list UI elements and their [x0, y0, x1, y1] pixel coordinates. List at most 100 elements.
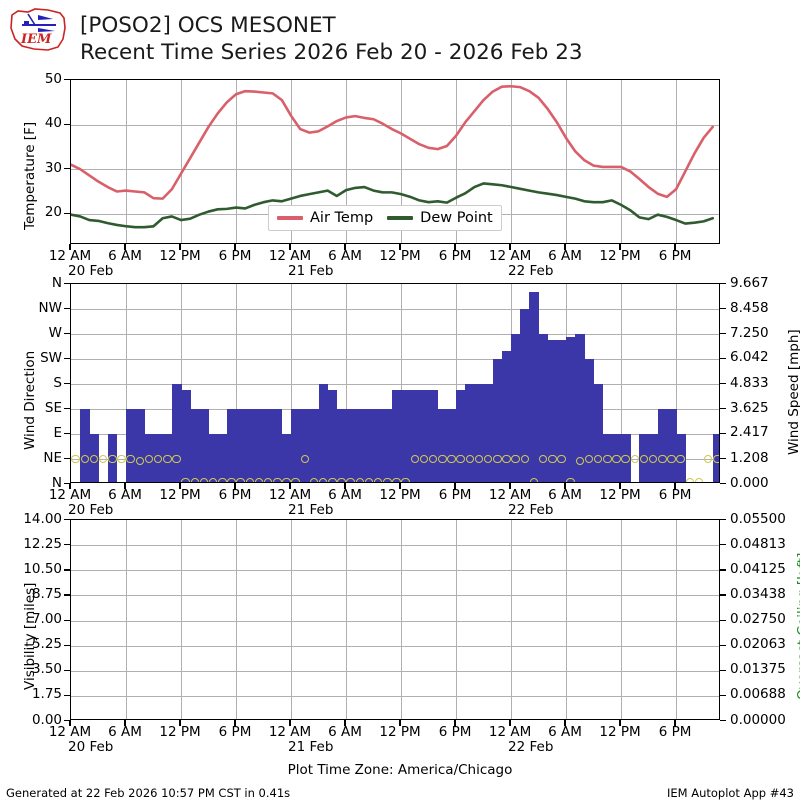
gridline-horizontal — [71, 545, 719, 547]
x-axis-tick — [619, 483, 621, 489]
y-axis-tick — [64, 569, 70, 571]
wind-direction-bar — [281, 434, 292, 482]
x-axis-date-label: 22 Feb — [508, 263, 554, 279]
x-axis-tick-label: 12 PM — [159, 487, 201, 503]
wind-speed-marker — [438, 454, 447, 464]
x-axis-tick — [234, 720, 236, 726]
wind-direction-bar — [272, 409, 283, 482]
y-axis-tick-label: 20 — [44, 204, 62, 221]
gridline-vertical — [621, 284, 623, 482]
ceiling-tick — [720, 694, 726, 697]
x-axis-tick — [69, 244, 71, 250]
wind-speed-tick — [720, 357, 726, 360]
legend-label-air-temp: Air Temp — [310, 210, 374, 226]
wind-speed-marker — [612, 454, 621, 464]
wind-direction-bar — [566, 336, 576, 482]
wind-speed-marker — [502, 454, 511, 464]
y-axis-tick — [64, 458, 70, 460]
title-line-2: Recent Time Series 2026 Feb 20 - 2026 Fe… — [80, 40, 583, 65]
wind-speed-marker — [364, 477, 374, 482]
x-axis-tick — [234, 244, 236, 250]
visibility-ceiling-panel — [70, 519, 720, 720]
wind-direction-bar — [391, 389, 402, 482]
wind-direction-tick-label: N — [51, 474, 62, 491]
x-axis-tick-label: 6 PM — [438, 248, 472, 264]
wind-speed-tick-label: 3.625 — [730, 399, 769, 416]
wind-speed-marker — [373, 477, 383, 482]
gridline-horizontal — [71, 670, 719, 672]
x-axis-tick — [179, 483, 181, 489]
gridline-vertical — [676, 520, 678, 719]
wind-speed-marker — [355, 477, 365, 482]
wind-speed-marker — [199, 477, 209, 482]
x-axis-tick-label: 6 PM — [658, 487, 692, 503]
wind-direction-bar — [501, 350, 512, 482]
wind-direction-bar — [428, 389, 439, 482]
x-axis-tick — [344, 720, 346, 726]
gridline-vertical — [126, 80, 127, 243]
wind-direction-tick-label: NE — [43, 449, 62, 466]
x-axis-tick — [124, 483, 126, 489]
x-axis-tick — [234, 483, 236, 489]
wind-direction-bar — [171, 384, 182, 482]
y-axis-tick — [64, 433, 70, 435]
wind-direction-bar — [547, 339, 558, 482]
wind-speed-marker — [676, 454, 685, 464]
y-axis-tick — [64, 283, 70, 285]
page-header: IEM [POSO2] OCS MESONET Recent Time Seri… — [0, 0, 800, 72]
gridline-vertical — [456, 80, 458, 243]
x-axis-tick — [344, 244, 346, 250]
wind-speed-marker — [621, 454, 630, 464]
gridline-vertical — [291, 284, 293, 482]
wind-speed-marker — [456, 454, 465, 464]
y-axis-tick — [64, 694, 70, 697]
wind-direction-bar — [236, 409, 246, 482]
x-axis-tick — [564, 244, 566, 250]
gridline-horizontal — [71, 124, 719, 126]
ceiling-tick — [720, 569, 726, 571]
wind-speed-marker — [300, 454, 310, 464]
x-axis-tick — [289, 483, 291, 489]
gridline-vertical — [511, 80, 513, 243]
wind-direction-bar — [181, 389, 191, 482]
legend-swatch-dew-point — [387, 216, 414, 220]
x-axis-tick-label: 6 PM — [658, 248, 692, 264]
wind-direction-bar — [419, 389, 430, 482]
timezone-note: Plot Time Zone: America/Chicago — [287, 762, 513, 778]
y-axis-tick — [64, 544, 70, 546]
wind-speed-tick-label: 7.250 — [730, 324, 769, 341]
wind-direction-bar — [199, 409, 210, 482]
gridline-vertical — [676, 284, 678, 482]
x-axis-tick-label: 6 AM — [548, 487, 582, 503]
visibility-tick-label: 14.00 — [23, 510, 62, 527]
ceiling-tick-label: 0.04125 — [730, 560, 786, 577]
x-axis-tick-label: 12 AM — [268, 724, 312, 740]
y-axis-tick — [64, 644, 70, 646]
gridline-vertical — [126, 520, 127, 719]
visibility-tick-label: 5.25 — [31, 636, 62, 653]
y-axis-tick-label: 40 — [44, 115, 62, 132]
x-axis-tick — [124, 244, 126, 250]
x-axis-tick — [509, 244, 511, 250]
x-axis-tick — [289, 244, 291, 250]
wind-speed-tick-label: 8.458 — [730, 299, 769, 316]
wind-direction-bar — [300, 409, 310, 482]
wind-speed-marker — [135, 456, 144, 466]
wind-speed-tick-label: 1.208 — [730, 449, 769, 466]
wind-plot-area — [70, 283, 720, 483]
wind-speed-marker — [658, 454, 667, 464]
wind-speed-marker — [493, 454, 502, 464]
gridline-horizontal — [71, 384, 719, 385]
ceiling-tick-label: 0.02750 — [730, 611, 786, 627]
wind-direction-bar — [208, 434, 219, 482]
wind-speed-marker — [538, 454, 548, 464]
ceiling-tick-label: 0.05500 — [730, 510, 786, 527]
wind-direction-tick-label: S — [53, 374, 62, 391]
ceiling-tick-label: 0.02063 — [730, 636, 786, 653]
wind-speed-marker — [557, 454, 566, 464]
x-axis-tick — [344, 483, 346, 489]
gridline-vertical — [401, 520, 403, 719]
y-axis-tick — [64, 79, 70, 81]
wind-direction-bar — [465, 384, 475, 482]
wind-speed-marker — [548, 454, 557, 464]
